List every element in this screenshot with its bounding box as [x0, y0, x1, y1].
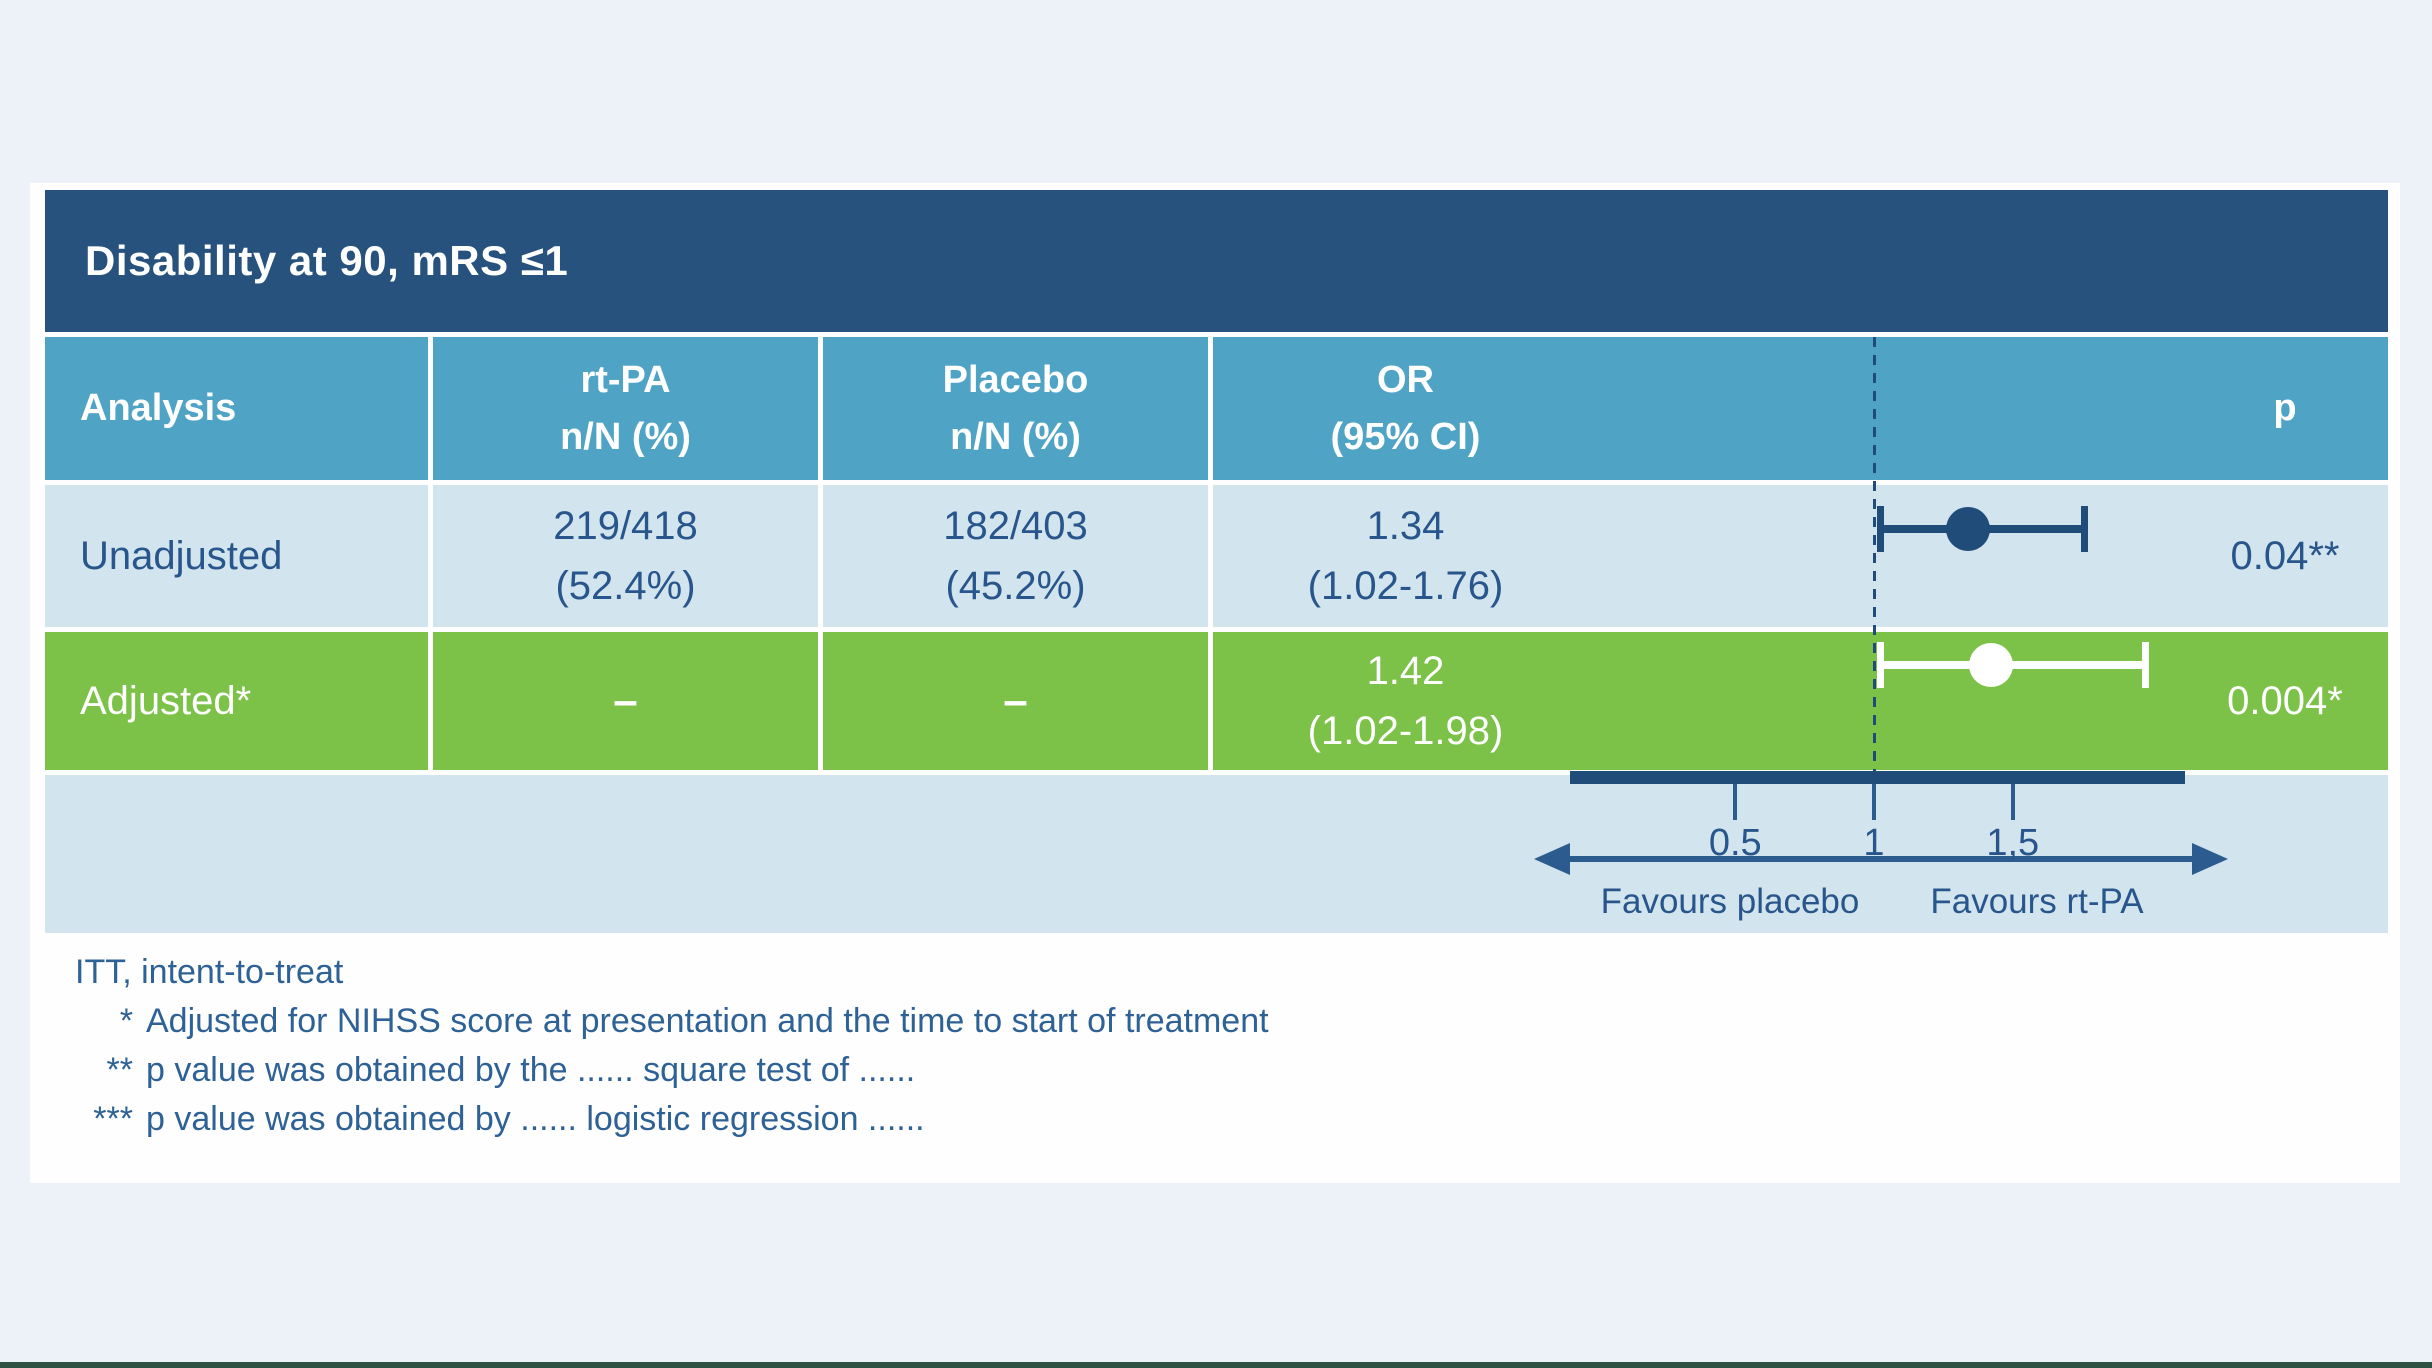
row1-placebo: 182/403 (45.2%)	[943, 504, 1088, 608]
column-divider	[818, 337, 823, 770]
row2-p-value: 0.004*	[2227, 679, 2343, 723]
footnote-logistic-regression: *** p value was obtained by ...... logist…	[75, 1095, 1269, 1144]
axis-bar	[1570, 771, 2185, 784]
row2-or-ci: 1.42 (1.02-1.98)	[1307, 649, 1504, 753]
footnote-marker: *	[119, 1002, 133, 1040]
header-placebo: Placebo n/N (%)	[942, 358, 1089, 458]
arrow-right-icon	[2192, 843, 2228, 875]
row2-placebo: –	[1003, 676, 1028, 725]
axis-strip	[45, 775, 2388, 933]
row1-p-value: 0.04**	[2230, 534, 2340, 578]
row1-rtpa: 219/418 (52.4%)	[553, 504, 698, 608]
row2-analysis: Adjusted*	[80, 679, 252, 723]
footnote-marker: **	[106, 1051, 133, 1089]
footnote-square-test: ** p value was obtained by the ...... squ…	[75, 1046, 1269, 1095]
footnote-adjusted: * Adjusted for NIHSS score at presentatio…	[75, 997, 1269, 1046]
footnotes: ITT, intent-to-treat * Adjusted for NIHSS…	[75, 948, 1269, 1144]
favours-rtpa-label: Favours rt-PA	[1930, 882, 2144, 921]
column-divider	[1208, 337, 1213, 770]
row1-analysis: Unadjusted	[80, 534, 283, 578]
footnote-itt: ITT, intent-to-treat	[75, 953, 344, 991]
favours-placebo-label: Favours placebo	[1600, 882, 1860, 921]
row2-rtpa: –	[613, 676, 638, 725]
direction-arrow-line	[1563, 856, 2197, 862]
header-p: p	[2273, 387, 2297, 429]
arrow-left-icon	[1534, 843, 1570, 875]
header-analysis: Analysis	[80, 387, 237, 429]
title-bar: Disability at 90, mRS ≤1	[45, 190, 2388, 332]
footnote-marker: ***	[93, 1100, 133, 1138]
figure-title: Disability at 90, mRS ≤1	[85, 237, 569, 284]
column-divider	[428, 337, 433, 770]
table-header-row	[45, 337, 2388, 480]
header-rtpa: rt-PA n/N (%)	[560, 358, 691, 458]
bottom-edge-strip	[0, 1362, 2432, 1368]
header-or: OR (95% CI)	[1330, 358, 1481, 458]
row1-or-ci: 1.34 (1.02-1.76)	[1307, 504, 1504, 608]
table-row-unadjusted	[45, 485, 2388, 627]
